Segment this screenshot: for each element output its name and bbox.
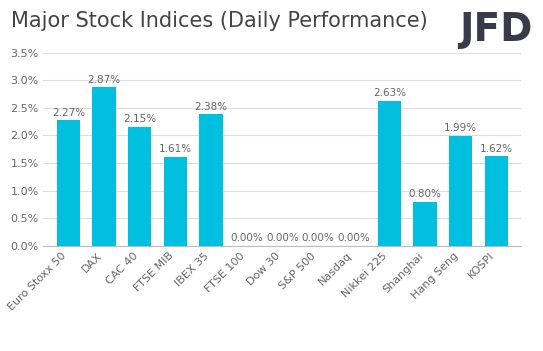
- Text: 2.27%: 2.27%: [52, 108, 85, 118]
- Bar: [449, 136, 472, 246]
- Text: 1.61%: 1.61%: [159, 144, 192, 154]
- Bar: [92, 87, 116, 246]
- Text: 2.15%: 2.15%: [123, 114, 156, 124]
- Text: 0.00%: 0.00%: [230, 233, 263, 243]
- Text: 0.80%: 0.80%: [408, 189, 441, 199]
- Text: 0.00%: 0.00%: [337, 233, 370, 243]
- Bar: [378, 101, 401, 246]
- Bar: [128, 127, 151, 246]
- Text: 0.00%: 0.00%: [302, 233, 334, 243]
- Text: 1.62%: 1.62%: [480, 144, 513, 154]
- Bar: [57, 120, 80, 246]
- Bar: [413, 201, 437, 246]
- Text: Major Stock Indices (Daily Performance): Major Stock Indices (Daily Performance): [11, 11, 427, 31]
- Bar: [199, 114, 223, 246]
- Text: 2.38%: 2.38%: [194, 102, 228, 112]
- Text: 1.99%: 1.99%: [444, 123, 477, 133]
- Bar: [164, 157, 187, 246]
- Text: 0.00%: 0.00%: [266, 233, 299, 243]
- Bar: [485, 156, 508, 246]
- Text: 2.87%: 2.87%: [87, 75, 121, 85]
- Text: 2.63%: 2.63%: [373, 88, 406, 98]
- Text: JFD: JFD: [459, 11, 532, 48]
